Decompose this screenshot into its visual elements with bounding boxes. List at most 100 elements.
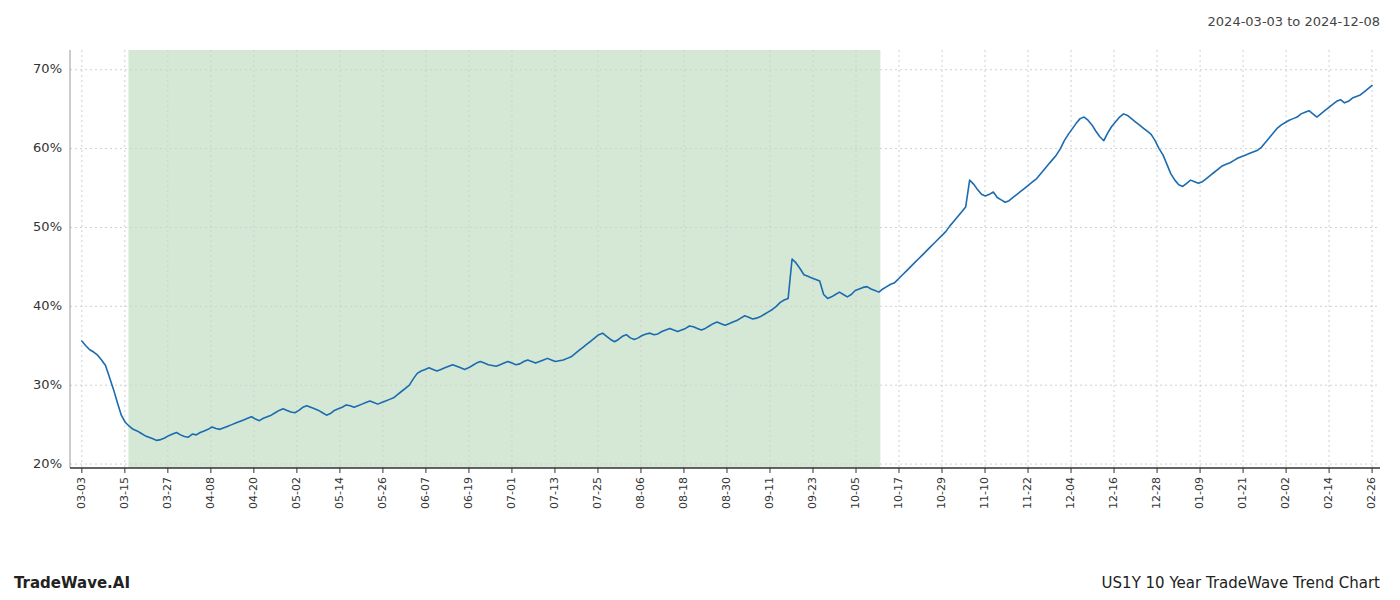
grid-line-x: [640, 50, 641, 468]
x-tick: [1243, 468, 1244, 473]
grid-line-x: [683, 50, 684, 468]
x-tick: [554, 468, 555, 473]
x-tick-label: 10-17: [892, 477, 905, 509]
x-tick-label: 04-20: [247, 477, 260, 509]
x-tick: [511, 468, 512, 473]
grid-line-x: [856, 50, 857, 468]
x-tick: [253, 468, 254, 473]
grid-line-x: [339, 50, 340, 468]
grid-line-y: [70, 69, 1380, 70]
x-tick-label: 01-21: [1236, 477, 1249, 509]
x-tick-label: 04-08: [204, 477, 217, 509]
grid-line-x: [554, 50, 555, 468]
line-layer: [82, 85, 1372, 440]
x-tick: [812, 468, 813, 473]
x-tick: [382, 468, 383, 473]
x-tick: [769, 468, 770, 473]
x-tick-label: 10-29: [935, 477, 948, 509]
y-tick-label: 60%: [33, 140, 62, 155]
grid-line-x: [468, 50, 469, 468]
x-tick: [683, 468, 684, 473]
grid-line-y: [70, 385, 1380, 386]
x-tick: [856, 468, 857, 473]
grid-line-x: [124, 50, 125, 468]
grid-line-x: [726, 50, 727, 468]
grid-line-x: [253, 50, 254, 468]
grid: [70, 50, 1380, 468]
x-tick: [1071, 468, 1072, 473]
highlight-layer: [128, 50, 880, 468]
x-tick: [210, 468, 211, 473]
grid-line-x: [210, 50, 211, 468]
grid-line-x: [1286, 50, 1287, 468]
grid-line-x: [1028, 50, 1029, 468]
grid-line-x: [1200, 50, 1201, 468]
x-tick: [167, 468, 168, 473]
x-tick-label: 07-13: [548, 477, 561, 509]
grid-line-x: [899, 50, 900, 468]
x-tick: [899, 468, 900, 473]
grid-line-x: [1071, 50, 1072, 468]
x-tick: [1286, 468, 1287, 473]
y-axis-line: [70, 50, 71, 468]
x-tick: [1372, 468, 1373, 473]
x-tick: [468, 468, 469, 473]
data-line: [82, 85, 1372, 440]
grid-line-x: [1329, 50, 1330, 468]
x-tick-label: 02-14: [1322, 477, 1335, 509]
x-tick: [339, 468, 340, 473]
y-tick-label: 40%: [33, 298, 62, 313]
x-tick: [296, 468, 297, 473]
x-tick: [81, 468, 82, 473]
x-tick-label: 01-09: [1193, 477, 1206, 509]
grid-line-x: [511, 50, 512, 468]
x-tick-label: 02-02: [1279, 477, 1292, 509]
x-tick-label: 06-07: [419, 477, 432, 509]
x-tick: [985, 468, 986, 473]
x-tick-label: 08-30: [720, 477, 733, 509]
grid-line-x: [167, 50, 168, 468]
x-tick-label: 10-05: [849, 477, 862, 509]
grid-line-x: [1372, 50, 1373, 468]
grid-line-x: [382, 50, 383, 468]
grid-line-x: [812, 50, 813, 468]
x-tick-label: 08-18: [677, 477, 690, 509]
x-tick-label: 11-10: [978, 477, 991, 509]
x-tick: [597, 468, 598, 473]
y-tick-label: 20%: [33, 456, 62, 471]
grid-line-y: [70, 306, 1380, 307]
x-tick: [640, 468, 641, 473]
grid-line-x: [296, 50, 297, 468]
x-tick: [1028, 468, 1029, 473]
grid-line-x: [425, 50, 426, 468]
x-tick: [1200, 468, 1201, 473]
x-tick-label: 12-16: [1107, 477, 1120, 509]
x-tick-label: 03-03: [75, 477, 88, 509]
x-tick: [124, 468, 125, 473]
highlight-region: [128, 50, 880, 468]
x-tick: [1157, 468, 1158, 473]
x-tick-label: 07-01: [505, 477, 518, 509]
x-tick: [726, 468, 727, 473]
grid-line-x: [985, 50, 986, 468]
x-tick: [1329, 468, 1330, 473]
x-tick-label: 11-22: [1021, 477, 1034, 509]
axes: 20%30%40%50%60%70%03-0303-1503-2704-0804…: [33, 50, 1380, 509]
x-tick: [942, 468, 943, 473]
x-tick-label: 07-25: [591, 477, 604, 509]
x-tick-label: 12-04: [1064, 477, 1077, 509]
subtitle: 2024-03-03 to 2024-12-08: [1208, 14, 1380, 29]
x-tick: [1114, 468, 1115, 473]
grid-line-y: [70, 148, 1380, 149]
background: [0, 0, 1400, 600]
x-tick-label: 05-02: [290, 477, 303, 509]
x-tick-label: 05-14: [333, 477, 346, 509]
grid-line-x: [1157, 50, 1158, 468]
x-tick-label: 12-28: [1150, 477, 1163, 509]
y-tick-label: 70%: [33, 61, 62, 76]
annotation: TradeWave.AI: [14, 574, 130, 592]
x-tick-label: 08-06: [634, 477, 647, 509]
x-tick-label: 09-23: [806, 477, 819, 509]
grid-line-x: [769, 50, 770, 468]
x-tick-label: 06-19: [462, 477, 475, 509]
